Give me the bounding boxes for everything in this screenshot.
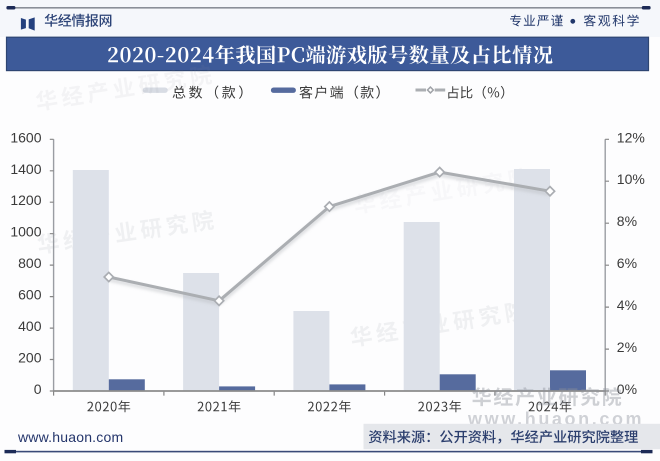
svg-text:8%: 8%: [617, 213, 637, 229]
svg-text:800: 800: [18, 255, 42, 271]
svg-text:1000: 1000: [10, 224, 41, 240]
svg-text:1200: 1200: [10, 192, 41, 208]
svg-text:6%: 6%: [617, 255, 637, 271]
svg-text:200: 200: [18, 350, 42, 366]
svg-text:600: 600: [18, 287, 42, 303]
svg-text:1400: 1400: [10, 161, 41, 177]
svg-text:12%: 12%: [617, 129, 645, 145]
svg-text:2%: 2%: [617, 339, 637, 355]
svg-text:0: 0: [34, 381, 42, 397]
svg-text:0%: 0%: [617, 381, 637, 397]
svg-text:1600: 1600: [10, 129, 41, 145]
svg-text:10%: 10%: [617, 171, 645, 187]
svg-text:400: 400: [18, 318, 42, 334]
svg-text:www.huaon.com: www.huaon.com: [17, 429, 123, 445]
svg-text:4%: 4%: [617, 297, 637, 313]
